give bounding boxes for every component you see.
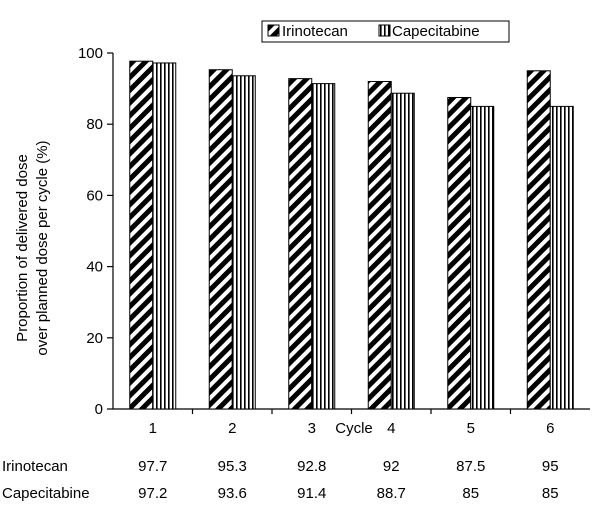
bar-irinotecan-cycle-5 (447, 97, 472, 410)
y-tick-label: 100 (78, 45, 103, 62)
bar-capecitabine-cycle-3 (311, 83, 336, 410)
bar-irinotecan-cycle-2 (208, 69, 233, 410)
bar-capecitabine-cycle-2 (231, 75, 256, 410)
bar-capecitabine-cycle-4 (390, 92, 415, 410)
bar-irinotecan-cycle-6 (526, 70, 551, 410)
table-cell-irinotecan-cycle-4: 92 (383, 458, 400, 475)
x-axis-title: Cycle (335, 420, 373, 437)
y-axis-title: Proportion of delivered dose over planne… (14, 140, 51, 355)
table-cell-capecitabine-cycle-1: 97.2 (138, 485, 167, 502)
bars (129, 60, 574, 410)
x-tick-label: 3 (308, 420, 316, 437)
table-cell-capecitabine-cycle-2: 93.6 (218, 485, 247, 502)
y-tick-label: 20 (86, 330, 103, 347)
table-cell-irinotecan-cycle-5: 87.5 (456, 458, 485, 475)
bar-irinotecan-cycle-1 (129, 60, 154, 410)
y-tick-label: 80 (86, 116, 103, 133)
x-tick-label: 6 (546, 420, 554, 437)
y-tick-label: 60 (86, 187, 103, 204)
y-ticks: 0 20 40 60 80 100 (78, 45, 113, 418)
table-cell-capecitabine-cycle-5: 85 (462, 485, 479, 502)
table-cells: 97.7 97.2 95.3 93.6 92.8 91.4 92 88.7 87.5 85 95 85 (138, 458, 558, 502)
table-cell-irinotecan-cycle-2: 95.3 (218, 458, 247, 475)
y-tick-label: 0 (95, 401, 103, 418)
data-table: Irinotecan Capecitabine 97.7 97.2 95.3 93.6… (2, 458, 559, 502)
table-cell-capecitabine-cycle-6: 85 (542, 485, 559, 502)
x-tick-label: 4 (387, 420, 395, 437)
legend-label-irinotecan: Irinotecan (282, 23, 348, 40)
table-row-label-capecitabine: Capecitabine (2, 485, 90, 502)
table-cell-irinotecan-cycle-6: 95 (542, 458, 559, 475)
bar-capecitabine-cycle-6 (549, 105, 574, 410)
x-tick-label: 1 (149, 420, 157, 437)
legend-swatch-capecitabine (378, 24, 391, 37)
y-axis-title-line-2: over planned dose per cycle (%) (34, 140, 51, 355)
x-tick-label: 5 (467, 420, 475, 437)
table-cell-capecitabine-cycle-4: 88.7 (377, 485, 406, 502)
x-ticks: 1 2 3 4 5 6 (149, 409, 554, 437)
legend: Irinotecan Capecitabine (261, 20, 510, 43)
bar-capecitabine-cycle-1 (152, 62, 177, 410)
table-cell-irinotecan-cycle-3: 92.8 (297, 458, 326, 475)
legend-swatch-irinotecan (267, 24, 280, 37)
table-cell-irinotecan-cycle-1: 97.7 (138, 458, 167, 475)
table-row-label-irinotecan: Irinotecan (2, 458, 68, 475)
bar-irinotecan-cycle-4 (367, 80, 392, 410)
legend-label-capecitabine: Capecitabine (392, 23, 480, 40)
x-tick-label: 2 (228, 420, 236, 437)
y-tick-label: 40 (86, 259, 103, 276)
y-axis-title-line-1: Proportion of delivered dose (14, 154, 31, 342)
bar-irinotecan-cycle-3 (288, 78, 313, 410)
bar-capecitabine-cycle-5 (470, 105, 495, 410)
table-cell-capecitabine-cycle-3: 91.4 (297, 485, 326, 502)
